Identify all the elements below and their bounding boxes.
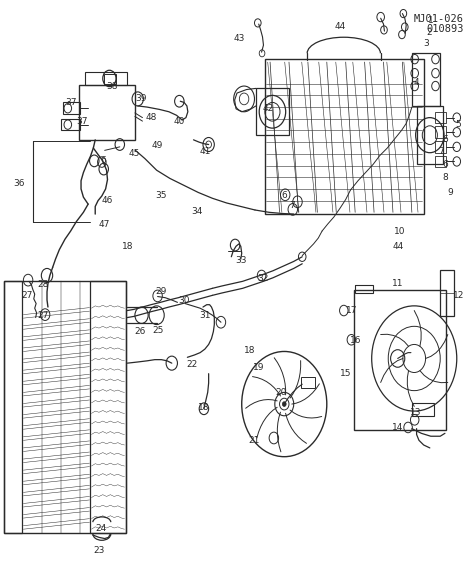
- Bar: [104, 74, 116, 84]
- Text: 38: 38: [107, 81, 118, 91]
- Text: 6: 6: [282, 192, 287, 200]
- Text: 12: 12: [453, 291, 464, 300]
- Text: 25: 25: [152, 326, 163, 335]
- Bar: [3, 281, 22, 533]
- Text: 36: 36: [13, 179, 24, 188]
- Text: 13: 13: [410, 408, 421, 417]
- Bar: [412, 403, 434, 416]
- Text: 39: 39: [135, 94, 146, 103]
- Text: 47: 47: [99, 220, 110, 229]
- Bar: [436, 112, 446, 124]
- Text: 32: 32: [258, 274, 269, 284]
- Text: 22: 22: [186, 360, 197, 369]
- Text: 41: 41: [199, 147, 210, 156]
- Text: 48: 48: [146, 113, 157, 122]
- Bar: [436, 127, 446, 138]
- Text: 15: 15: [340, 369, 351, 378]
- Text: 44: 44: [392, 242, 403, 251]
- Text: 6: 6: [100, 156, 106, 165]
- Bar: [354, 290, 447, 430]
- Text: 9: 9: [448, 188, 454, 197]
- Text: 30: 30: [178, 295, 190, 305]
- Bar: [436, 141, 446, 153]
- Text: 44: 44: [334, 22, 346, 31]
- Bar: [85, 72, 128, 85]
- Bar: [417, 106, 443, 165]
- Text: 37: 37: [76, 117, 88, 125]
- Text: 7: 7: [438, 147, 444, 156]
- Bar: [3, 281, 127, 533]
- Text: 17: 17: [346, 306, 357, 315]
- Text: 18: 18: [198, 403, 210, 412]
- Text: 7: 7: [289, 201, 295, 210]
- Text: 26: 26: [134, 327, 146, 336]
- Bar: [91, 281, 127, 533]
- Bar: [63, 103, 80, 114]
- Text: 5: 5: [456, 120, 461, 129]
- Text: 11: 11: [392, 279, 403, 288]
- Text: 6: 6: [442, 135, 448, 144]
- Text: 18: 18: [122, 242, 133, 251]
- Text: MJ01-026: MJ01-026: [414, 13, 464, 23]
- Text: 45: 45: [128, 149, 140, 158]
- Text: 42: 42: [263, 104, 274, 113]
- Text: 27: 27: [21, 291, 33, 300]
- Text: 24: 24: [95, 523, 107, 533]
- Text: 10: 10: [394, 227, 406, 236]
- Text: 28: 28: [37, 280, 49, 289]
- Text: 27: 27: [37, 311, 49, 320]
- Text: 40: 40: [173, 117, 185, 125]
- Text: 23: 23: [93, 546, 105, 555]
- Text: 34: 34: [191, 207, 203, 216]
- Text: 21: 21: [248, 436, 260, 445]
- Text: 29: 29: [155, 287, 167, 297]
- Text: 2: 2: [427, 28, 432, 37]
- Text: 1: 1: [428, 16, 434, 25]
- Text: 19: 19: [253, 363, 264, 372]
- Text: 4: 4: [414, 78, 419, 87]
- Text: 31: 31: [199, 311, 210, 320]
- Text: 46: 46: [102, 196, 113, 205]
- Text: 33: 33: [235, 255, 246, 265]
- Bar: [436, 156, 446, 168]
- Bar: [61, 119, 80, 131]
- Bar: [256, 88, 289, 135]
- Bar: [79, 85, 135, 140]
- Text: 35: 35: [155, 192, 167, 200]
- Text: 6: 6: [442, 160, 448, 169]
- Text: 49: 49: [152, 141, 163, 150]
- Bar: [412, 53, 440, 106]
- Text: 8: 8: [442, 173, 448, 182]
- Text: 43: 43: [233, 34, 245, 43]
- Circle shape: [283, 402, 286, 407]
- Text: 20: 20: [276, 388, 287, 397]
- Bar: [301, 377, 316, 388]
- Text: 37: 37: [65, 98, 76, 107]
- Text: 14: 14: [392, 423, 403, 432]
- Bar: [355, 285, 373, 293]
- Text: 3: 3: [423, 39, 429, 49]
- Text: 16: 16: [350, 336, 362, 345]
- Bar: [440, 270, 455, 316]
- Text: 18: 18: [244, 346, 255, 355]
- Text: 010893: 010893: [426, 24, 464, 34]
